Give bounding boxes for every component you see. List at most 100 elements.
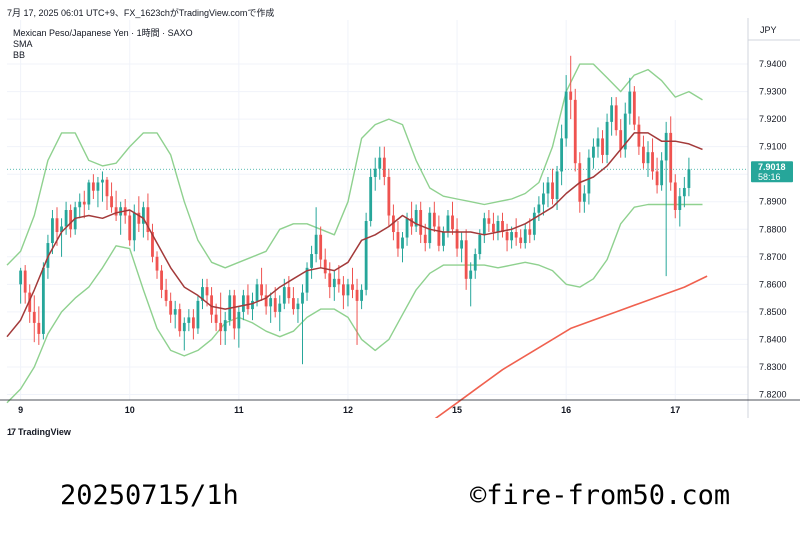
candle-body [282, 287, 286, 304]
candle-body [601, 138, 604, 155]
tradingview-logo[interactable]: 17 TradingView [7, 427, 71, 437]
candle-body [501, 221, 504, 233]
candle-body [401, 237, 404, 249]
candle-body [369, 176, 373, 222]
candle-body [32, 311, 36, 323]
candle-body [210, 295, 213, 315]
price-tick-label: 7.8300 [759, 362, 787, 372]
time-tick-label: 11 [234, 405, 244, 415]
candle-body [551, 182, 554, 199]
candle-body [310, 254, 313, 268]
candle-body [182, 322, 186, 332]
candle-body [110, 196, 113, 208]
candle-body [169, 300, 173, 315]
candle-body [628, 91, 632, 114]
candle-body [96, 182, 100, 191]
candle-body [592, 146, 595, 158]
tradingview-logo-text: TradingView [18, 427, 71, 437]
candle-body [387, 176, 391, 216]
candle-body [496, 221, 500, 233]
candle-body [419, 210, 423, 235]
candle-body [141, 207, 145, 224]
candle-body [105, 179, 109, 197]
candle-body [378, 157, 382, 169]
candle-body [187, 317, 191, 323]
time-tick-label: 17 [670, 405, 680, 415]
candle-body [146, 207, 150, 233]
candle-body [428, 212, 432, 244]
last-price-badge [751, 161, 793, 183]
currency-label: JPY [760, 25, 777, 35]
candle-body [564, 91, 568, 139]
candle-body [364, 221, 368, 290]
candle-body [669, 132, 673, 183]
candle-body [473, 254, 477, 271]
candle-body [655, 171, 659, 186]
price-tick-label: 7.8200 [759, 389, 787, 399]
candle-body [464, 240, 468, 279]
candle-body [82, 201, 86, 205]
candle-body [132, 212, 136, 241]
time-tick-label: 16 [561, 405, 571, 415]
candle-body [219, 322, 223, 332]
candle-body [241, 295, 245, 312]
candle-body [678, 196, 682, 210]
candle-body [542, 193, 545, 205]
candle-body [41, 267, 45, 334]
candle-body [623, 113, 627, 150]
candle-body [78, 201, 82, 208]
candle-body [319, 234, 323, 260]
candle-body [432, 212, 436, 227]
sma-line [434, 275, 708, 418]
indicator-label-sma[interactable]: SMA [13, 39, 33, 49]
candle-body [278, 303, 282, 312]
candle-body [273, 298, 277, 312]
candle-body [173, 309, 177, 315]
candle-body [137, 212, 141, 224]
bb-middle-line [6, 132, 703, 338]
candle-body [446, 215, 450, 233]
candle-body [573, 99, 577, 164]
price-tick-label: 7.9300 [759, 87, 787, 97]
candle-body [246, 295, 250, 310]
price-tick-label: 7.9400 [759, 59, 787, 69]
candle-body [660, 160, 664, 186]
candle-body [28, 292, 32, 312]
candle-body [560, 138, 564, 172]
candle-body [646, 152, 650, 164]
candle-body [191, 317, 195, 329]
candle-body [201, 287, 204, 301]
candles-group [19, 55, 691, 365]
candle-body [510, 232, 514, 241]
candle-body [482, 218, 486, 235]
candle-body [423, 234, 427, 244]
price-tick-label: 7.8800 [759, 224, 787, 234]
candle-body [610, 105, 614, 122]
candle-body [519, 237, 523, 244]
candle-body [101, 179, 104, 183]
candle-body [155, 256, 159, 271]
candle-body [582, 193, 586, 202]
candle-body [555, 171, 559, 199]
candle-body [351, 284, 354, 290]
price-tick-label: 7.9200 [759, 114, 787, 124]
candle-body [532, 212, 536, 235]
candle-body [396, 232, 400, 249]
candle-body [264, 295, 268, 307]
candle-body [614, 105, 618, 131]
candle-body [164, 289, 168, 301]
candlestick-chart[interactable]: JPY7.94007.93007.92007.91007.90007.89007… [0, 18, 800, 418]
candle-body [37, 322, 41, 334]
candle-body [291, 298, 295, 310]
candle-body [505, 232, 509, 241]
caption-copyright: ©fire-from50.com [470, 480, 731, 511]
price-tick-label: 7.8700 [759, 252, 787, 262]
price-tick-label: 7.8500 [759, 307, 787, 317]
candle-body [455, 229, 459, 249]
last-price-value: 7.9018 [758, 162, 786, 172]
indicator-label-bb[interactable]: BB [13, 50, 26, 60]
time-tick-label: 15 [452, 405, 462, 415]
candle-body [442, 232, 445, 246]
candle-body [196, 300, 200, 329]
candle-body [255, 284, 259, 301]
